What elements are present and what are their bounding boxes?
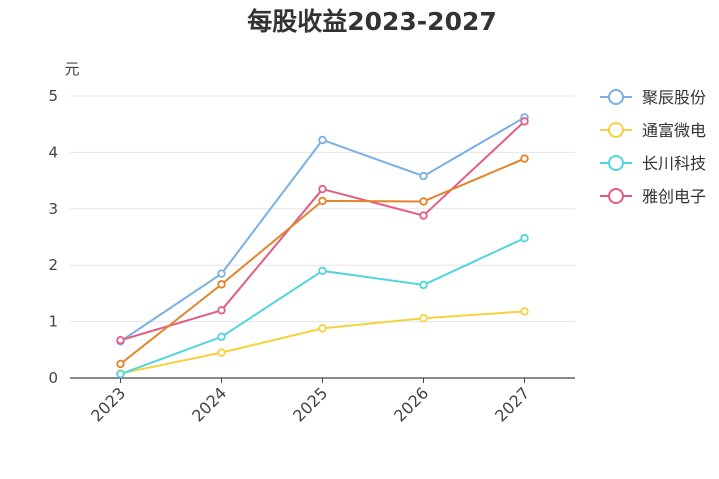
gridlines xyxy=(70,95,575,323)
legend-marker xyxy=(608,89,624,105)
legend-marker xyxy=(608,122,624,138)
y-tick-label: 5 xyxy=(48,87,58,105)
series-line xyxy=(119,116,526,343)
y-tick-label: 4 xyxy=(48,143,58,161)
data-point[interactable] xyxy=(520,154,529,163)
legend-item[interactable]: 雅创电子 xyxy=(600,187,706,206)
legend-item[interactable]: 聚辰股份 xyxy=(600,88,706,107)
data-point[interactable] xyxy=(520,233,529,243)
legend-label: 雅创电子 xyxy=(642,187,706,206)
y-tick-label: 1 xyxy=(48,313,58,331)
data-point[interactable] xyxy=(217,306,226,315)
y-tick-label: 2 xyxy=(48,256,58,274)
data-point[interactable] xyxy=(217,269,226,278)
data-point[interactable] xyxy=(116,359,125,369)
x-tick-label: 2027 xyxy=(491,383,533,425)
data-point[interactable] xyxy=(520,117,529,126)
data-point[interactable] xyxy=(217,332,226,342)
legend-item[interactable]: 通富微电 xyxy=(600,121,706,140)
series-group xyxy=(116,154,529,369)
y-tick-label: 0 xyxy=(48,369,58,387)
series-line xyxy=(120,237,525,375)
x-tick-label: 2026 xyxy=(390,383,432,425)
data-point[interactable] xyxy=(318,324,327,333)
series-group xyxy=(116,307,529,378)
legend-label: 通富微电 xyxy=(642,121,706,140)
data-point[interactable] xyxy=(318,135,327,145)
series-group xyxy=(116,113,529,346)
data-point[interactable] xyxy=(318,196,327,206)
x-tick-label: 2024 xyxy=(188,383,230,425)
data-point[interactable] xyxy=(217,348,226,357)
legend-label: 聚辰股份 xyxy=(642,88,706,107)
x-tick-label: 2025 xyxy=(289,383,331,425)
data-point[interactable] xyxy=(419,211,428,220)
chart-title: 每股收益2023-2027 xyxy=(247,7,497,36)
data-point[interactable] xyxy=(318,184,327,194)
data-point[interactable] xyxy=(217,280,226,289)
legend-label: 长川科技 xyxy=(642,154,706,173)
legend-item[interactable]: 长川科技 xyxy=(600,154,706,173)
series-lines xyxy=(116,113,529,379)
legend-marker xyxy=(608,155,624,171)
y-axis-label: 元 xyxy=(64,60,79,78)
data-point[interactable] xyxy=(419,314,428,323)
series-group xyxy=(116,233,529,379)
y-tick-labels: 0 1 2 3 4 5 xyxy=(48,87,58,387)
data-point[interactable] xyxy=(116,336,125,345)
data-point[interactable] xyxy=(419,197,428,206)
series-line xyxy=(120,120,526,342)
data-point[interactable] xyxy=(116,369,125,379)
data-point[interactable] xyxy=(318,266,327,276)
legend-marker xyxy=(608,188,624,204)
series-line xyxy=(120,310,525,375)
x-tick-labels: 2023 2024 2025 2026 2027 xyxy=(87,378,533,426)
y-tick-label: 3 xyxy=(48,200,58,218)
data-point[interactable] xyxy=(520,307,529,316)
x-tick-label: 2023 xyxy=(87,383,129,425)
series-group xyxy=(116,117,529,345)
data-point[interactable] xyxy=(419,280,428,290)
data-point[interactable] xyxy=(419,171,428,181)
